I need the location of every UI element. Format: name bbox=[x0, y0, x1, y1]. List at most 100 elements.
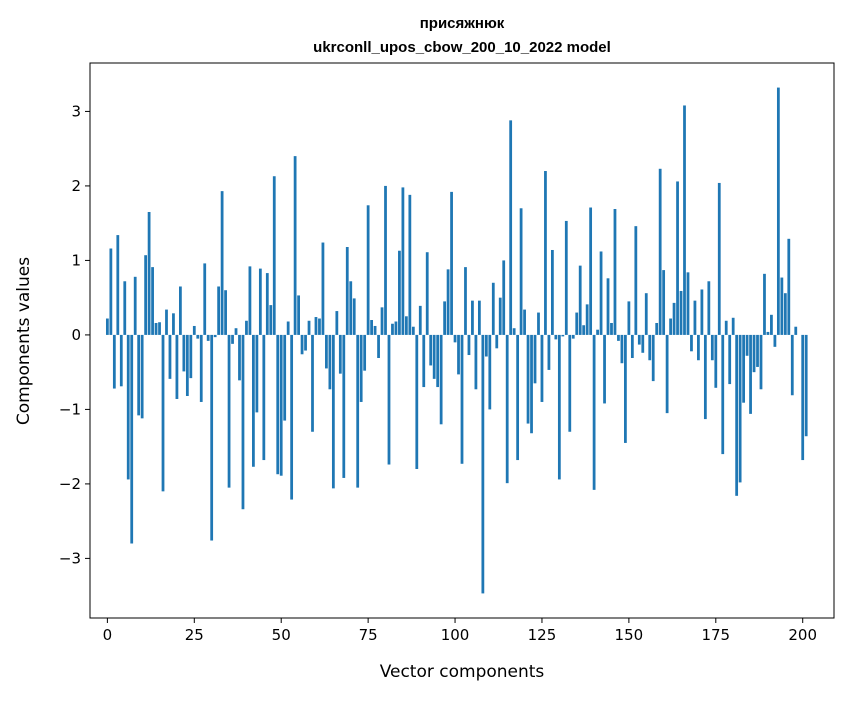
bar-52 bbox=[286, 321, 290, 335]
bar-2 bbox=[112, 334, 116, 389]
bar-73 bbox=[359, 334, 363, 402]
bar-11 bbox=[144, 255, 148, 335]
bar-106 bbox=[474, 334, 478, 390]
bar-38 bbox=[238, 334, 241, 381]
bar-18 bbox=[168, 334, 172, 379]
bar-48 bbox=[272, 176, 276, 335]
bar-132 bbox=[564, 220, 568, 335]
bar-83 bbox=[394, 321, 398, 335]
bar-71 bbox=[352, 298, 356, 335]
bar-66 bbox=[335, 311, 339, 335]
bar-61 bbox=[318, 318, 321, 335]
bar-169 bbox=[693, 300, 697, 335]
bar-137 bbox=[582, 325, 586, 335]
bar-1 bbox=[109, 248, 113, 335]
bar-139 bbox=[589, 207, 593, 335]
bar-series bbox=[105, 87, 808, 594]
bar-134 bbox=[571, 334, 575, 339]
bar-43 bbox=[255, 334, 259, 413]
bar-54 bbox=[293, 156, 297, 335]
bar-78 bbox=[377, 334, 380, 358]
bar-104 bbox=[467, 334, 471, 356]
bar-187 bbox=[756, 334, 759, 367]
bar-92 bbox=[425, 252, 429, 335]
bar-159 bbox=[658, 168, 662, 335]
bar-70 bbox=[349, 281, 353, 335]
bar-110 bbox=[488, 334, 492, 410]
bar-39 bbox=[241, 334, 245, 510]
bar-20 bbox=[175, 334, 179, 399]
chart-title-line1: присяжнюк bbox=[420, 15, 505, 32]
plot-frame bbox=[89, 62, 835, 619]
y-tick-label: −3 bbox=[59, 549, 81, 567]
bar-59 bbox=[311, 334, 314, 432]
bar-96 bbox=[439, 334, 443, 425]
bar-25 bbox=[192, 325, 196, 335]
y-axis-label: Components values bbox=[14, 257, 34, 425]
bar-40 bbox=[245, 320, 248, 335]
bar-34 bbox=[224, 290, 227, 335]
bar-47 bbox=[269, 305, 273, 335]
bar-136 bbox=[578, 265, 582, 335]
bar-36 bbox=[231, 334, 234, 344]
bar-60 bbox=[314, 317, 318, 335]
bar-93 bbox=[429, 334, 433, 366]
bar-141 bbox=[596, 329, 599, 335]
bar-167 bbox=[686, 272, 690, 335]
bar-22 bbox=[182, 334, 186, 372]
bar-37 bbox=[234, 328, 238, 335]
bar-135 bbox=[575, 312, 579, 335]
bar-57 bbox=[304, 334, 307, 351]
bar-103 bbox=[464, 267, 467, 335]
x-tick-label: 0 bbox=[103, 626, 113, 644]
bar-51 bbox=[283, 334, 287, 421]
bar-198 bbox=[794, 326, 798, 335]
chart-title-line2: ukrconll_upos_cbow_200_10_2022 model bbox=[313, 39, 611, 56]
bar-201 bbox=[804, 334, 808, 437]
y-tick-label: −1 bbox=[59, 400, 81, 418]
bar-91 bbox=[422, 334, 426, 388]
bar-80 bbox=[384, 185, 387, 335]
bar-14 bbox=[154, 322, 158, 335]
bar-133 bbox=[568, 334, 572, 432]
bar-149 bbox=[624, 334, 627, 443]
bar-101 bbox=[457, 334, 460, 375]
bar-88 bbox=[411, 326, 415, 335]
bar-62 bbox=[321, 242, 325, 335]
x-tick-label: 75 bbox=[359, 626, 378, 644]
bar-193 bbox=[776, 87, 780, 335]
bar-19 bbox=[172, 313, 175, 335]
x-tick-label: 100 bbox=[441, 626, 470, 644]
bar-175 bbox=[714, 334, 718, 388]
bar-180 bbox=[731, 317, 735, 335]
bar-173 bbox=[707, 281, 711, 335]
y-tick-label: 3 bbox=[71, 102, 81, 120]
bar-46 bbox=[265, 273, 269, 335]
bar-41 bbox=[248, 266, 252, 335]
bar-79 bbox=[380, 307, 384, 335]
bar-189 bbox=[763, 273, 766, 335]
bar-112 bbox=[495, 334, 499, 349]
bar-95 bbox=[436, 334, 440, 388]
bar-94 bbox=[432, 334, 436, 379]
bar-98 bbox=[446, 269, 450, 335]
bar-128 bbox=[551, 249, 554, 335]
bar-87 bbox=[408, 194, 412, 335]
bar-181 bbox=[735, 334, 739, 496]
bar-196 bbox=[787, 238, 791, 335]
bar-100 bbox=[453, 334, 457, 343]
bar-140 bbox=[592, 334, 596, 490]
x-tick-label: 125 bbox=[528, 626, 557, 644]
bar-3 bbox=[116, 235, 120, 335]
bar-45 bbox=[262, 334, 266, 461]
bar-147 bbox=[617, 334, 620, 341]
bar-15 bbox=[158, 322, 161, 335]
bar-168 bbox=[690, 334, 693, 352]
bar-118 bbox=[516, 334, 520, 461]
bar-115 bbox=[505, 334, 509, 484]
bar-21 bbox=[179, 286, 182, 335]
bar-142 bbox=[599, 251, 603, 335]
bar-144 bbox=[606, 278, 610, 335]
bar-17 bbox=[165, 309, 168, 335]
bar-178 bbox=[724, 320, 728, 335]
